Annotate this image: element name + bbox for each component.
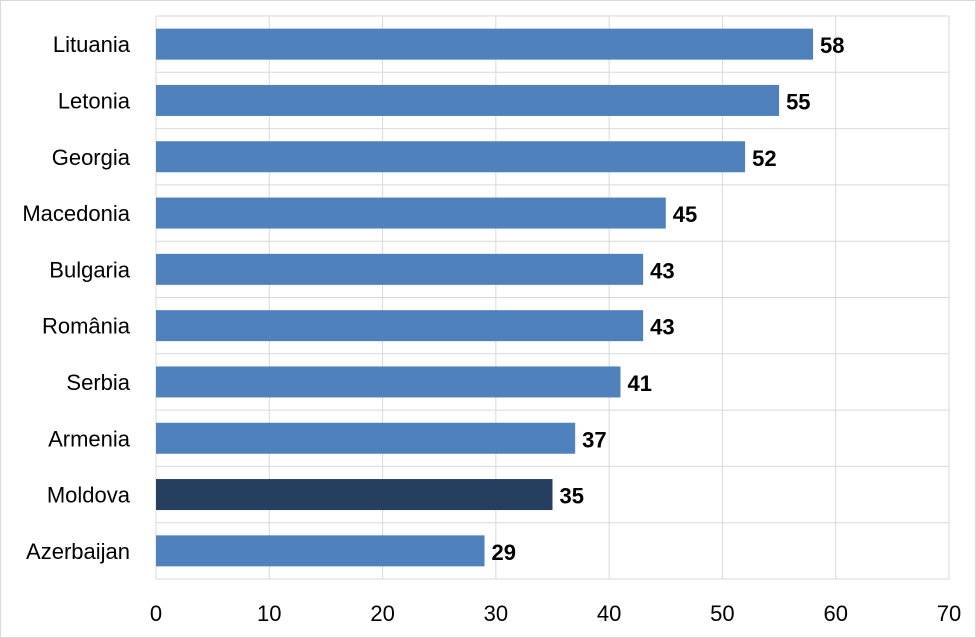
x-tick-label: 40 bbox=[597, 601, 621, 626]
category-label: Moldova bbox=[47, 483, 131, 508]
data-label: 37 bbox=[582, 427, 606, 452]
data-label: 52 bbox=[752, 146, 776, 171]
bar-moldova bbox=[156, 479, 553, 511]
category-label: Lituania bbox=[53, 32, 131, 57]
category-label: Georgia bbox=[52, 145, 131, 170]
bar-lituania bbox=[156, 28, 814, 60]
data-label: 58 bbox=[820, 33, 844, 58]
x-tick-label: 70 bbox=[937, 601, 961, 626]
bar-azerbaijan bbox=[156, 535, 485, 567]
data-label: 55 bbox=[786, 89, 810, 114]
bar-macedonia bbox=[156, 197, 666, 229]
bar-letonia bbox=[156, 84, 780, 116]
data-label: 45 bbox=[673, 202, 697, 227]
data-label: 35 bbox=[560, 484, 584, 509]
category-label: Azerbaijan bbox=[26, 539, 130, 564]
data-label: 43 bbox=[650, 315, 674, 340]
category-label: Serbia bbox=[66, 370, 130, 395]
x-tick-label: 60 bbox=[823, 601, 847, 626]
data-label: 29 bbox=[492, 540, 516, 565]
category-label: Letonia bbox=[58, 88, 131, 113]
category-label: Bulgaria bbox=[49, 257, 130, 282]
bar-rom-nia bbox=[156, 310, 644, 342]
x-tick-label: 30 bbox=[484, 601, 508, 626]
data-label: 41 bbox=[627, 371, 651, 396]
data-label: 43 bbox=[650, 258, 674, 283]
category-label: România bbox=[42, 314, 131, 339]
x-tick-label: 0 bbox=[150, 601, 162, 626]
bar-serbia bbox=[156, 366, 621, 398]
x-tick-label: 10 bbox=[257, 601, 281, 626]
bar-georgia bbox=[156, 141, 746, 173]
bar-bulgaria bbox=[156, 253, 644, 285]
category-label: Armenia bbox=[48, 426, 131, 451]
x-tick-label: 50 bbox=[710, 601, 734, 626]
x-tick-label: 20 bbox=[370, 601, 394, 626]
category-label: Macedonia bbox=[22, 201, 130, 226]
bar-armenia bbox=[156, 422, 576, 454]
